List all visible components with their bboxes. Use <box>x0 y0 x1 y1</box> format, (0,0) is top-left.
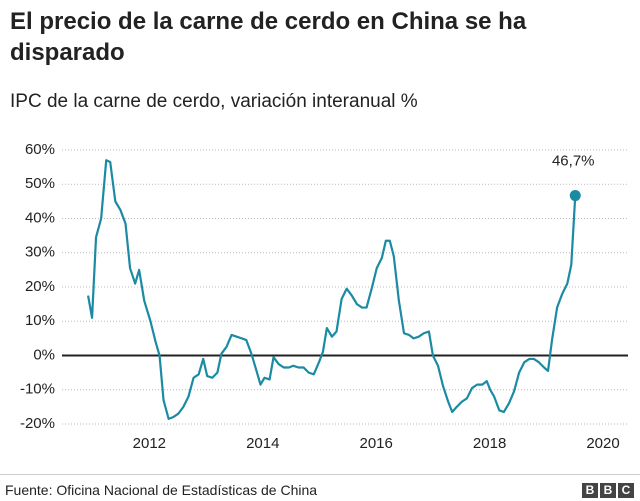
line <box>87 159 577 420</box>
x-tick-label: 2018 <box>473 435 506 452</box>
chart-title: El precio de la carne de cerdo en China … <box>10 8 527 66</box>
x-tick-label: 2020 <box>586 435 619 452</box>
logo-letter: C <box>618 483 634 498</box>
y-tick-label: 0% <box>33 346 55 363</box>
logo-letter: B <box>582 483 598 498</box>
x-tick-label: 2014 <box>246 435 279 452</box>
chart-subtitle: IPC de la carne de cerdo, variación inte… <box>10 91 418 112</box>
y-tick-label: 20% <box>25 278 55 295</box>
value-label: 46,7% <box>552 153 595 170</box>
y-tick-label: -20% <box>20 415 55 432</box>
y-tick-label: 10% <box>25 312 55 329</box>
y-tick-label: 50% <box>25 175 55 192</box>
y-tick-label: 30% <box>25 244 55 261</box>
logo-letter: B <box>600 483 616 498</box>
source: Fuente: Oficina Nacional de Estadísticas… <box>5 482 318 498</box>
logo: B B C <box>582 483 634 498</box>
point <box>569 190 581 202</box>
y-tick-label: 60% <box>25 141 55 158</box>
footer-rule <box>0 474 640 475</box>
y-tick-label: 40% <box>25 209 55 226</box>
x-tick-label: 2012 <box>133 435 166 452</box>
y-tick-label: -10% <box>20 381 55 398</box>
x-tick-label: 2016 <box>360 435 393 452</box>
